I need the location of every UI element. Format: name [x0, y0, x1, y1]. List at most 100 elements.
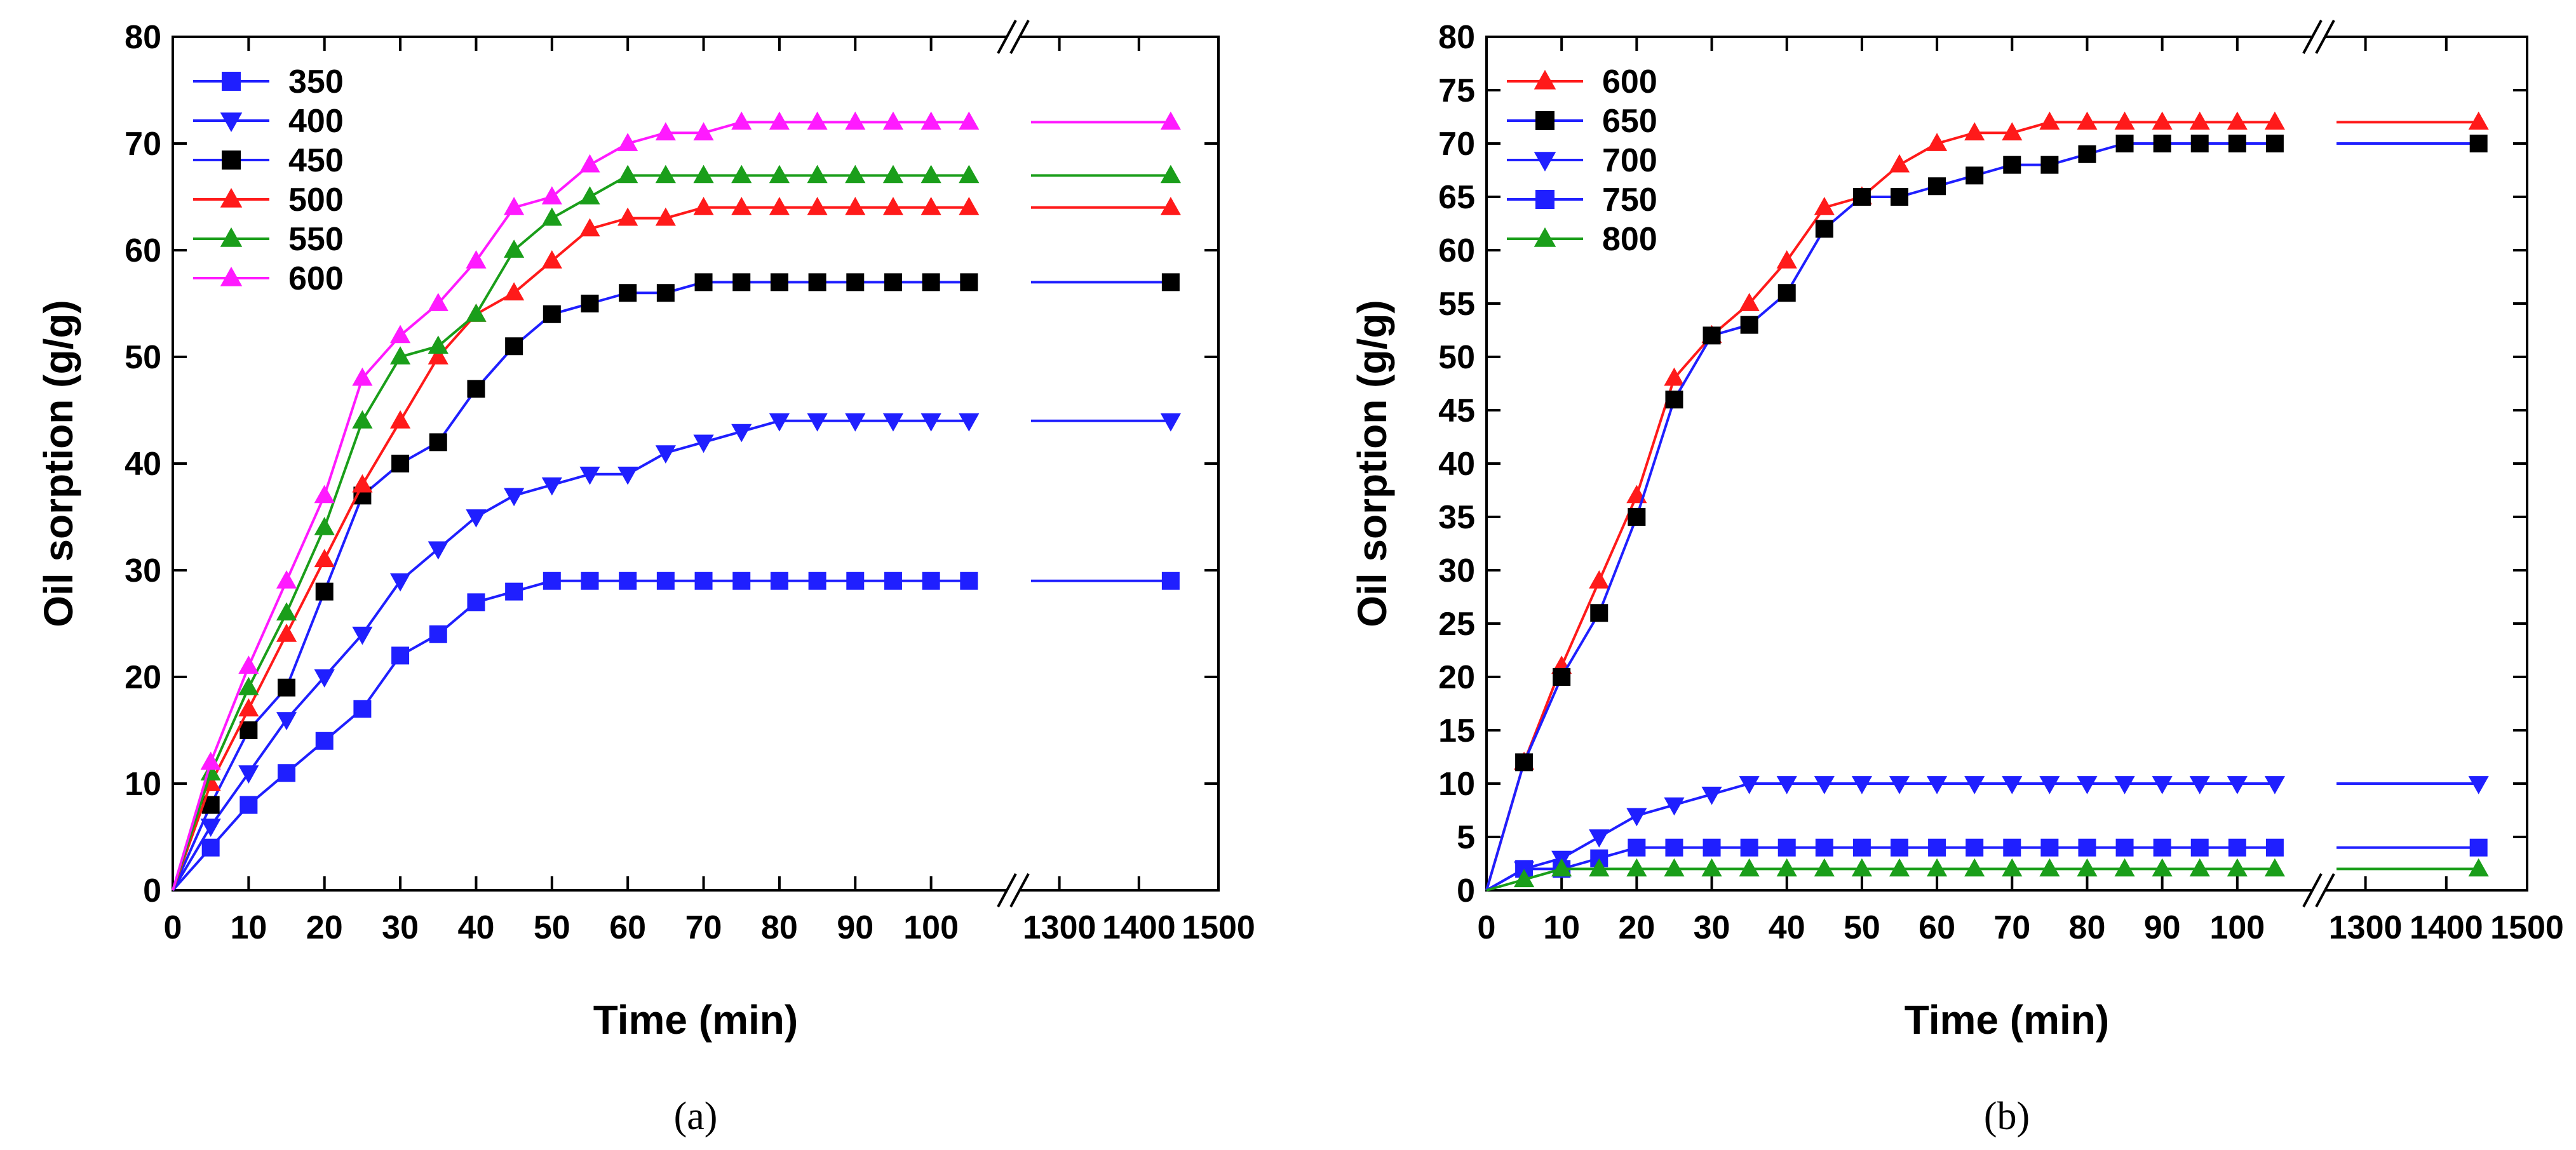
- data-point-650: [1891, 188, 1908, 206]
- data-point-550: [882, 164, 904, 184]
- data-point-350: [808, 572, 826, 590]
- data-point-600: [1889, 154, 1910, 173]
- data-point-600: [2227, 111, 2248, 130]
- panel-a-caption: (a): [674, 1095, 718, 1138]
- legend-label-500: 500: [288, 182, 344, 218]
- data-point-450: [201, 796, 220, 814]
- data-point-600: [314, 485, 335, 504]
- data-point-550: [541, 207, 562, 226]
- top-axis-break-gap: [2312, 32, 2325, 42]
- data-point-450: [505, 337, 523, 356]
- data-point-500: [959, 197, 980, 215]
- data-point-750: [1891, 838, 1908, 857]
- data-point-550: [959, 164, 980, 184]
- data-point-450: [922, 273, 940, 291]
- data-point-700: [2264, 776, 2286, 794]
- legend-marker-500: [220, 188, 243, 208]
- data-point-450: [391, 455, 410, 472]
- legend-label-400: 400: [288, 103, 344, 140]
- x-axis-title: Time (min): [593, 997, 798, 1043]
- data-point-450: [808, 273, 826, 291]
- data-point-450: [278, 678, 296, 697]
- x-tick-label: 10: [230, 909, 267, 946]
- data-point-500: [731, 197, 752, 215]
- data-point-750: [2469, 838, 2488, 857]
- y-tick-label: 10: [125, 766, 161, 803]
- x-tick-label: 1300: [2329, 909, 2403, 946]
- data-point-600: [579, 154, 600, 173]
- series-line-450: [172, 281, 969, 891]
- data-point-350: [429, 625, 447, 643]
- data-point-350: [315, 732, 334, 750]
- y-tick-label: 80: [125, 19, 161, 56]
- x-tick-label: 70: [1993, 909, 2030, 946]
- data-point-650: [1553, 668, 1571, 686]
- data-point-600: [959, 111, 980, 130]
- data-point-600: [655, 122, 676, 141]
- y-tick-label: 0: [1457, 873, 1475, 909]
- data-point-800: [1589, 858, 1610, 877]
- data-point-650: [1590, 604, 1608, 622]
- data-point-600: [2468, 111, 2489, 130]
- data-point-650: [2190, 135, 2209, 152]
- data-point-800: [1626, 858, 1647, 877]
- legend-marker-450: [222, 150, 241, 170]
- data-point-550: [617, 164, 638, 184]
- data-point-800: [2189, 858, 2210, 877]
- y-tick-label: 70: [1438, 126, 1475, 163]
- legend-label-450: 450: [288, 142, 344, 179]
- series-line-800: [1486, 867, 2275, 892]
- data-point-400: [959, 413, 980, 432]
- data-point-500: [655, 207, 676, 226]
- data-point-450: [239, 721, 258, 739]
- data-point-750: [2078, 838, 2096, 857]
- data-point-550: [276, 602, 297, 621]
- y-tick-label: 65: [1438, 179, 1475, 216]
- data-point-500: [428, 346, 448, 364]
- data-point-800: [1664, 858, 1685, 877]
- data-point-750: [2153, 838, 2171, 857]
- x-axis-title: Time (min): [1905, 997, 2109, 1043]
- y-axis-title: Oil sorption (g/g): [36, 300, 81, 627]
- x-tick-label: 20: [1618, 909, 1655, 946]
- x-tick-label: 90: [2144, 909, 2181, 946]
- y-tick-label: 40: [1438, 446, 1475, 483]
- series-line-700: [1486, 782, 2275, 892]
- bottom-axis-break-gap: [1007, 885, 1020, 895]
- data-point-700: [2152, 776, 2173, 794]
- data-point-550: [504, 239, 525, 258]
- data-point-400: [352, 626, 373, 645]
- x-tick-label: 1300: [1023, 909, 1096, 946]
- legend-label-750: 750: [1602, 182, 1657, 218]
- data-point-600: [2039, 111, 2060, 130]
- series-line-400: [172, 419, 969, 892]
- data-point-550: [655, 164, 676, 184]
- data-point-500: [617, 207, 638, 226]
- legend-marker-650: [1535, 111, 1554, 130]
- data-point-550: [807, 164, 828, 184]
- data-point-750: [1852, 838, 1871, 857]
- legend-label-700: 700: [1602, 142, 1657, 179]
- data-point-600: [1589, 570, 1610, 589]
- data-point-700: [1926, 776, 1948, 794]
- bottom-axis-break-slash: [997, 873, 1017, 907]
- series-line-550: [172, 174, 969, 891]
- data-point-450: [656, 284, 675, 302]
- data-point-750: [2265, 838, 2284, 857]
- data-point-650: [2078, 145, 2096, 163]
- data-point-600: [200, 751, 221, 770]
- data-point-400: [314, 669, 335, 688]
- y-tick-label: 5: [1457, 819, 1475, 856]
- legend-marker-550: [220, 227, 243, 247]
- y-tick-label: 55: [1438, 286, 1475, 323]
- data-point-450: [619, 284, 637, 302]
- data-point-650: [1740, 316, 1758, 334]
- data-point-350: [619, 572, 637, 590]
- data-point-800: [1814, 858, 1835, 877]
- y-tick-label: 10: [1438, 766, 1475, 803]
- data-point-600: [541, 186, 562, 204]
- series-line-350: [172, 579, 969, 892]
- data-point-350: [694, 572, 713, 590]
- data-point-650: [2003, 156, 2021, 174]
- data-point-350: [846, 572, 865, 590]
